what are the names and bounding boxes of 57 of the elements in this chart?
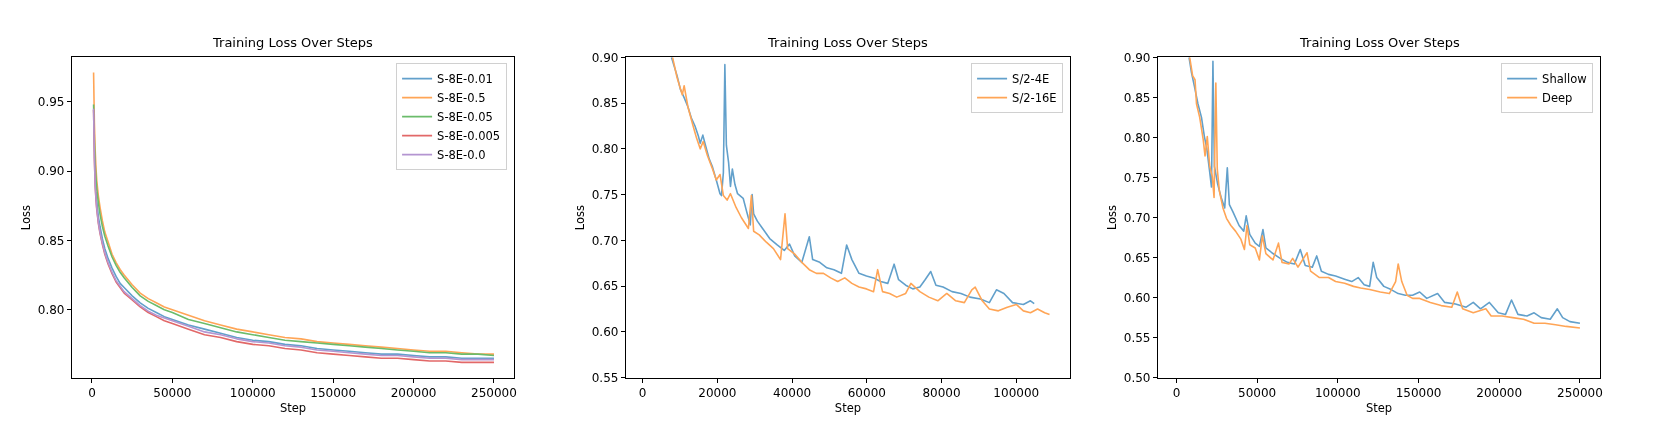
x-tick-label: 50000 (153, 386, 192, 401)
x-tick-label: 250000 (1557, 386, 1603, 401)
y-tick-label: 0.65 (591, 279, 619, 294)
x-axis-title: Step (1365, 400, 1393, 415)
x-tick-label: 250000 (471, 386, 517, 401)
legend-label: S-8E-0.0 (437, 148, 486, 163)
y-tick-label: 0.85 (591, 96, 619, 111)
y-tick-label: 0.50 (1123, 370, 1151, 385)
y-tick-label: 0.70 (591, 233, 619, 248)
y-axis-title: Loss (573, 204, 588, 231)
y-tick-label: 0.70 (1123, 210, 1151, 225)
x-tick-label: 200000 (390, 386, 437, 401)
y-tick-label: 0.90 (37, 164, 65, 179)
x-tick-label: 60000 (847, 386, 886, 401)
x-tick-label: 100000 (993, 386, 1040, 401)
chart-title: Training Loss Over Steps (212, 35, 374, 50)
y-tick-label: 0.85 (37, 233, 65, 248)
x-tick-label: 150000 (1395, 386, 1442, 401)
x-tick-label: 20000 (698, 386, 737, 401)
y-tick-label: 0.55 (1123, 330, 1151, 345)
y-tick-label: 0.80 (37, 302, 65, 317)
y-tick-label: 0.65 (1123, 250, 1151, 265)
y-tick-label: 0.60 (1123, 290, 1151, 305)
x-tick-label: 40000 (773, 386, 812, 401)
x-tick-label: 80000 (922, 386, 961, 401)
y-tick-label: 0.85 (1123, 90, 1151, 105)
y-tick-label: 0.80 (1123, 130, 1151, 145)
legend-label: S-8E-0.01 (437, 72, 493, 87)
x-tick-label: 100000 (1314, 386, 1361, 401)
chart-title: Training Loss Over Steps (767, 35, 929, 50)
x-tick-label: 200000 (1476, 386, 1523, 401)
y-axis-title: Loss (1105, 204, 1120, 231)
y-tick-label: 0.60 (591, 325, 619, 340)
legend-label: Shallow (1542, 72, 1587, 87)
y-tick-label: 0.90 (1123, 50, 1151, 65)
y-axis-title: Loss (19, 204, 34, 231)
x-tick-label: 0 (638, 386, 647, 401)
x-tick-label: 0 (1172, 386, 1181, 401)
x-tick-label: 50000 (1238, 386, 1277, 401)
x-tick-label: 100000 (229, 386, 276, 401)
legend-label: S-8E-0.05 (437, 110, 493, 125)
x-axis-title: Step (834, 400, 862, 415)
legend-label: S-8E-0.005 (437, 129, 501, 144)
y-tick-label: 0.95 (37, 94, 65, 109)
legend-label: S-8E-0.5 (437, 91, 486, 106)
y-tick-label: 0.55 (591, 370, 619, 385)
y-tick-label: 0.75 (1123, 170, 1151, 185)
x-tick-label: 150000 (310, 386, 357, 401)
legend-label: Deep (1542, 91, 1573, 106)
y-tick-label: 0.90 (591, 50, 619, 65)
x-tick-label: 0 (88, 386, 96, 401)
y-tick-label: 0.80 (591, 142, 619, 157)
legend-label: S/2-16E (1012, 91, 1057, 106)
chart-title: Training Loss Over Steps (1299, 35, 1461, 50)
legend-label: S/2-4E (1012, 72, 1050, 87)
x-axis-title: Step (279, 400, 307, 415)
y-tick-label: 0.75 (591, 187, 619, 202)
